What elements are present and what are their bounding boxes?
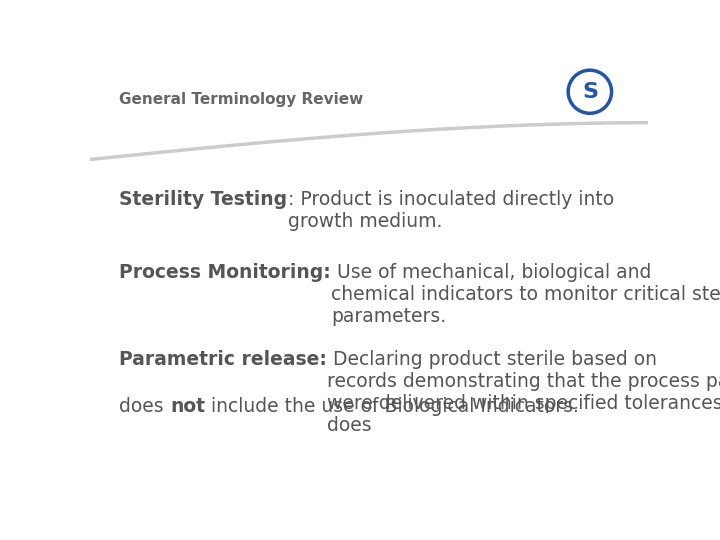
- Text: include the use of Biological Indicators.: include the use of Biological Indicators…: [205, 397, 579, 416]
- Text: Sterility Testing: Sterility Testing: [120, 190, 287, 208]
- Text: General Terminology Review: General Terminology Review: [120, 92, 364, 107]
- Text: : Product is inoculated directly into
growth medium.: : Product is inoculated directly into gr…: [287, 190, 613, 231]
- Text: Declaring product sterile based on
records demonstrating that the process parame: Declaring product sterile based on recor…: [328, 350, 720, 435]
- Text: Process Monitoring:: Process Monitoring:: [120, 264, 331, 282]
- Text: S: S: [582, 82, 598, 102]
- Text: Use of mechanical, biological and
chemical indicators to monitor critical steril: Use of mechanical, biological and chemic…: [331, 264, 720, 327]
- Text: does: does: [120, 397, 170, 416]
- Text: Parametric release:: Parametric release:: [120, 350, 328, 369]
- Text: not: not: [170, 397, 205, 416]
